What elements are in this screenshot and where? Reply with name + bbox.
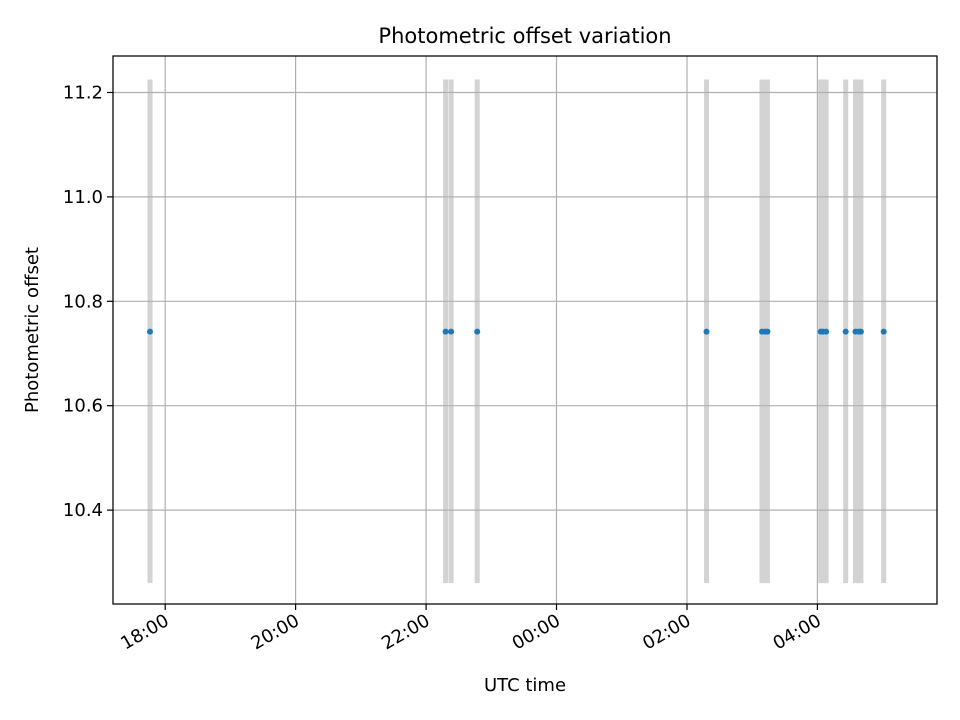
data-point — [442, 328, 449, 335]
data-point — [880, 328, 887, 335]
y-tick-label: 10.8 — [63, 291, 103, 312]
plot-frame — [112, 55, 938, 605]
y-tick-label: 11.2 — [63, 83, 103, 104]
data-point — [764, 328, 771, 335]
data-point — [474, 328, 481, 335]
chart-title: Photometric offset variation — [378, 24, 671, 48]
y-axis-label: Photometric offset — [22, 247, 43, 413]
data-point — [703, 328, 710, 335]
gridlines — [113, 56, 937, 604]
x-axis-label: UTC time — [484, 675, 566, 696]
y-axis: 10.4 10.6 10.8 11.0 11.2 — [63, 83, 113, 521]
y-tick-label: 10.6 — [63, 396, 103, 417]
data-points — [147, 328, 887, 335]
data-point — [823, 328, 830, 335]
y-tick-label: 11.0 — [63, 187, 103, 208]
data-point — [147, 328, 153, 335]
y-tick-label: 10.4 — [63, 500, 103, 521]
data-point — [448, 328, 455, 335]
data-point — [857, 328, 864, 335]
data-point — [842, 328, 849, 335]
